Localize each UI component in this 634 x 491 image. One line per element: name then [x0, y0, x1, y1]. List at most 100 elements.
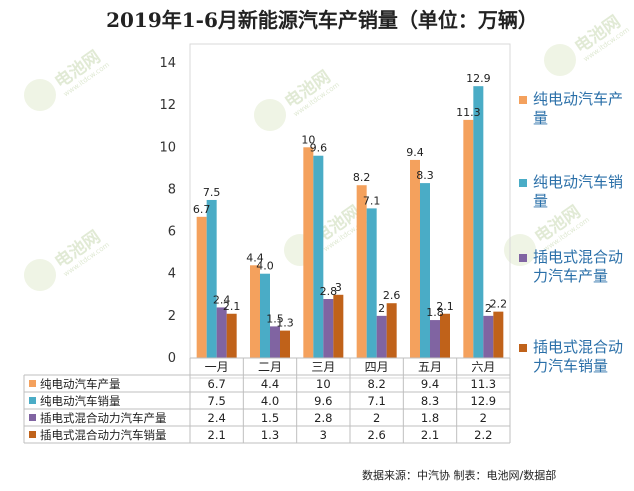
legend-item: 纯电动汽车销量 [519, 173, 623, 210]
bar [250, 265, 260, 358]
bar [376, 315, 387, 358]
data-label: 8.2 [353, 171, 371, 184]
table-cell: 11.3 [471, 377, 497, 391]
legend-label: 力汽车销量 [533, 357, 608, 375]
watermark-logo-icon [254, 99, 286, 131]
bar [410, 159, 420, 358]
data-label: 2.4 [213, 293, 231, 306]
table-row-label: 插电式混合动力汽车销量 [40, 428, 167, 442]
table-cell: 9.4 [421, 377, 439, 391]
bar [473, 86, 484, 358]
table-cell: 1.8 [421, 411, 439, 425]
data-label: 2 [378, 302, 385, 315]
bar [333, 294, 344, 358]
y-tick-label: 6 [168, 225, 176, 240]
data-labels-layer: 6.7 4.4 10 8.2 9.4 11.3 7.5 4.0 9.6 7.1 8.3 12.9 2.4… [193, 72, 507, 329]
watermark-logo-icon [504, 234, 536, 266]
bar [386, 303, 397, 358]
chart-title: 2019年1-6月新能源汽车产销量（单位：万辆） [106, 8, 538, 32]
bar [440, 313, 450, 358]
watermark-logo-icon [24, 259, 56, 291]
table-cell: 2.2 [474, 428, 492, 442]
bar [323, 299, 334, 358]
bar [420, 183, 430, 358]
legend-swatch [519, 254, 527, 262]
table-cell: 2.4 [208, 411, 226, 425]
data-label: 3 [335, 281, 342, 294]
bar [493, 311, 504, 358]
legend-swatch [519, 96, 527, 104]
legend-swatch [519, 179, 527, 187]
legend-label: 纯电动汽车销 [533, 173, 623, 191]
data-label: 9.6 [310, 142, 328, 155]
legend-swatch [519, 344, 527, 352]
legend-label: 量 [533, 109, 548, 127]
bar [206, 199, 217, 358]
legend-label: 插电式混合动 [533, 248, 623, 266]
legend-label: 插电式混合动 [533, 338, 623, 356]
category-label: 六月 [471, 360, 495, 374]
legend-item: 纯电动汽车产量 [519, 90, 623, 127]
data-label: 1.3 [276, 317, 294, 330]
y-tick-label: 8 [168, 182, 176, 197]
data-label: 1.8 [426, 306, 444, 319]
table-cell: 9.6 [314, 394, 332, 408]
data-label: 8.3 [416, 169, 434, 182]
data-label: 2.1 [223, 300, 241, 313]
table-cell: 7.5 [208, 394, 226, 408]
bar [430, 320, 440, 358]
category-label: 二月 [258, 360, 282, 374]
table-cell: 6.7 [208, 377, 226, 391]
table-legend-key [29, 414, 36, 421]
data-label: 7.5 [203, 186, 221, 199]
data-label: 2.8 [320, 285, 338, 298]
y-tick-label: 14 [159, 56, 176, 71]
table-legend-key [29, 431, 36, 438]
data-label: 2 [485, 302, 492, 315]
table-cell: 8.2 [368, 377, 386, 391]
table-cell: 2.1 [208, 428, 226, 442]
table-cell: 2 [373, 411, 380, 425]
data-label: 2.2 [490, 298, 508, 311]
data-label: 7.1 [363, 194, 381, 207]
bar [216, 307, 227, 358]
data-label: 2.6 [383, 289, 401, 302]
y-tick-label: 4 [168, 267, 176, 282]
data-label: 10 [301, 133, 315, 146]
table-legend-key [29, 380, 36, 387]
table-cell: 2.6 [368, 428, 386, 442]
bars-layer [190, 86, 510, 359]
data-label: 6.7 [193, 203, 211, 216]
bar [226, 313, 237, 358]
bar [313, 155, 324, 358]
bar [356, 185, 367, 358]
table-row-label: 纯电动汽车销量 [40, 394, 121, 408]
table-row-label: 插电式混合动力汽车产量 [40, 411, 167, 425]
legend-label: 纯电动汽车产 [533, 90, 623, 108]
data-label: 4.4 [246, 251, 264, 264]
watermark-logo-icon [24, 79, 56, 111]
watermark-logo-icon [544, 44, 576, 76]
table-cell: 4.4 [261, 377, 279, 391]
category-label: 四月 [365, 360, 389, 374]
table-cell: 1.3 [261, 428, 279, 442]
category-label: 三月 [311, 360, 335, 374]
data-label: 2.1 [436, 300, 454, 313]
table-row-label: 纯电动汽车产量 [40, 377, 121, 391]
table-legend-key [29, 397, 36, 404]
legend-label: 量 [533, 192, 548, 210]
y-tick-label: 10 [159, 140, 176, 155]
category-label: 五月 [418, 360, 442, 374]
table-cell: 3 [320, 428, 327, 442]
data-label: 4.0 [256, 260, 274, 273]
bar [280, 330, 290, 358]
table-cell: 7.1 [368, 394, 386, 408]
table-cell: 4.0 [261, 394, 279, 408]
bar [483, 315, 494, 358]
bar [270, 326, 280, 358]
data-label: 11.3 [456, 106, 481, 119]
data-label: 12.9 [466, 72, 491, 85]
